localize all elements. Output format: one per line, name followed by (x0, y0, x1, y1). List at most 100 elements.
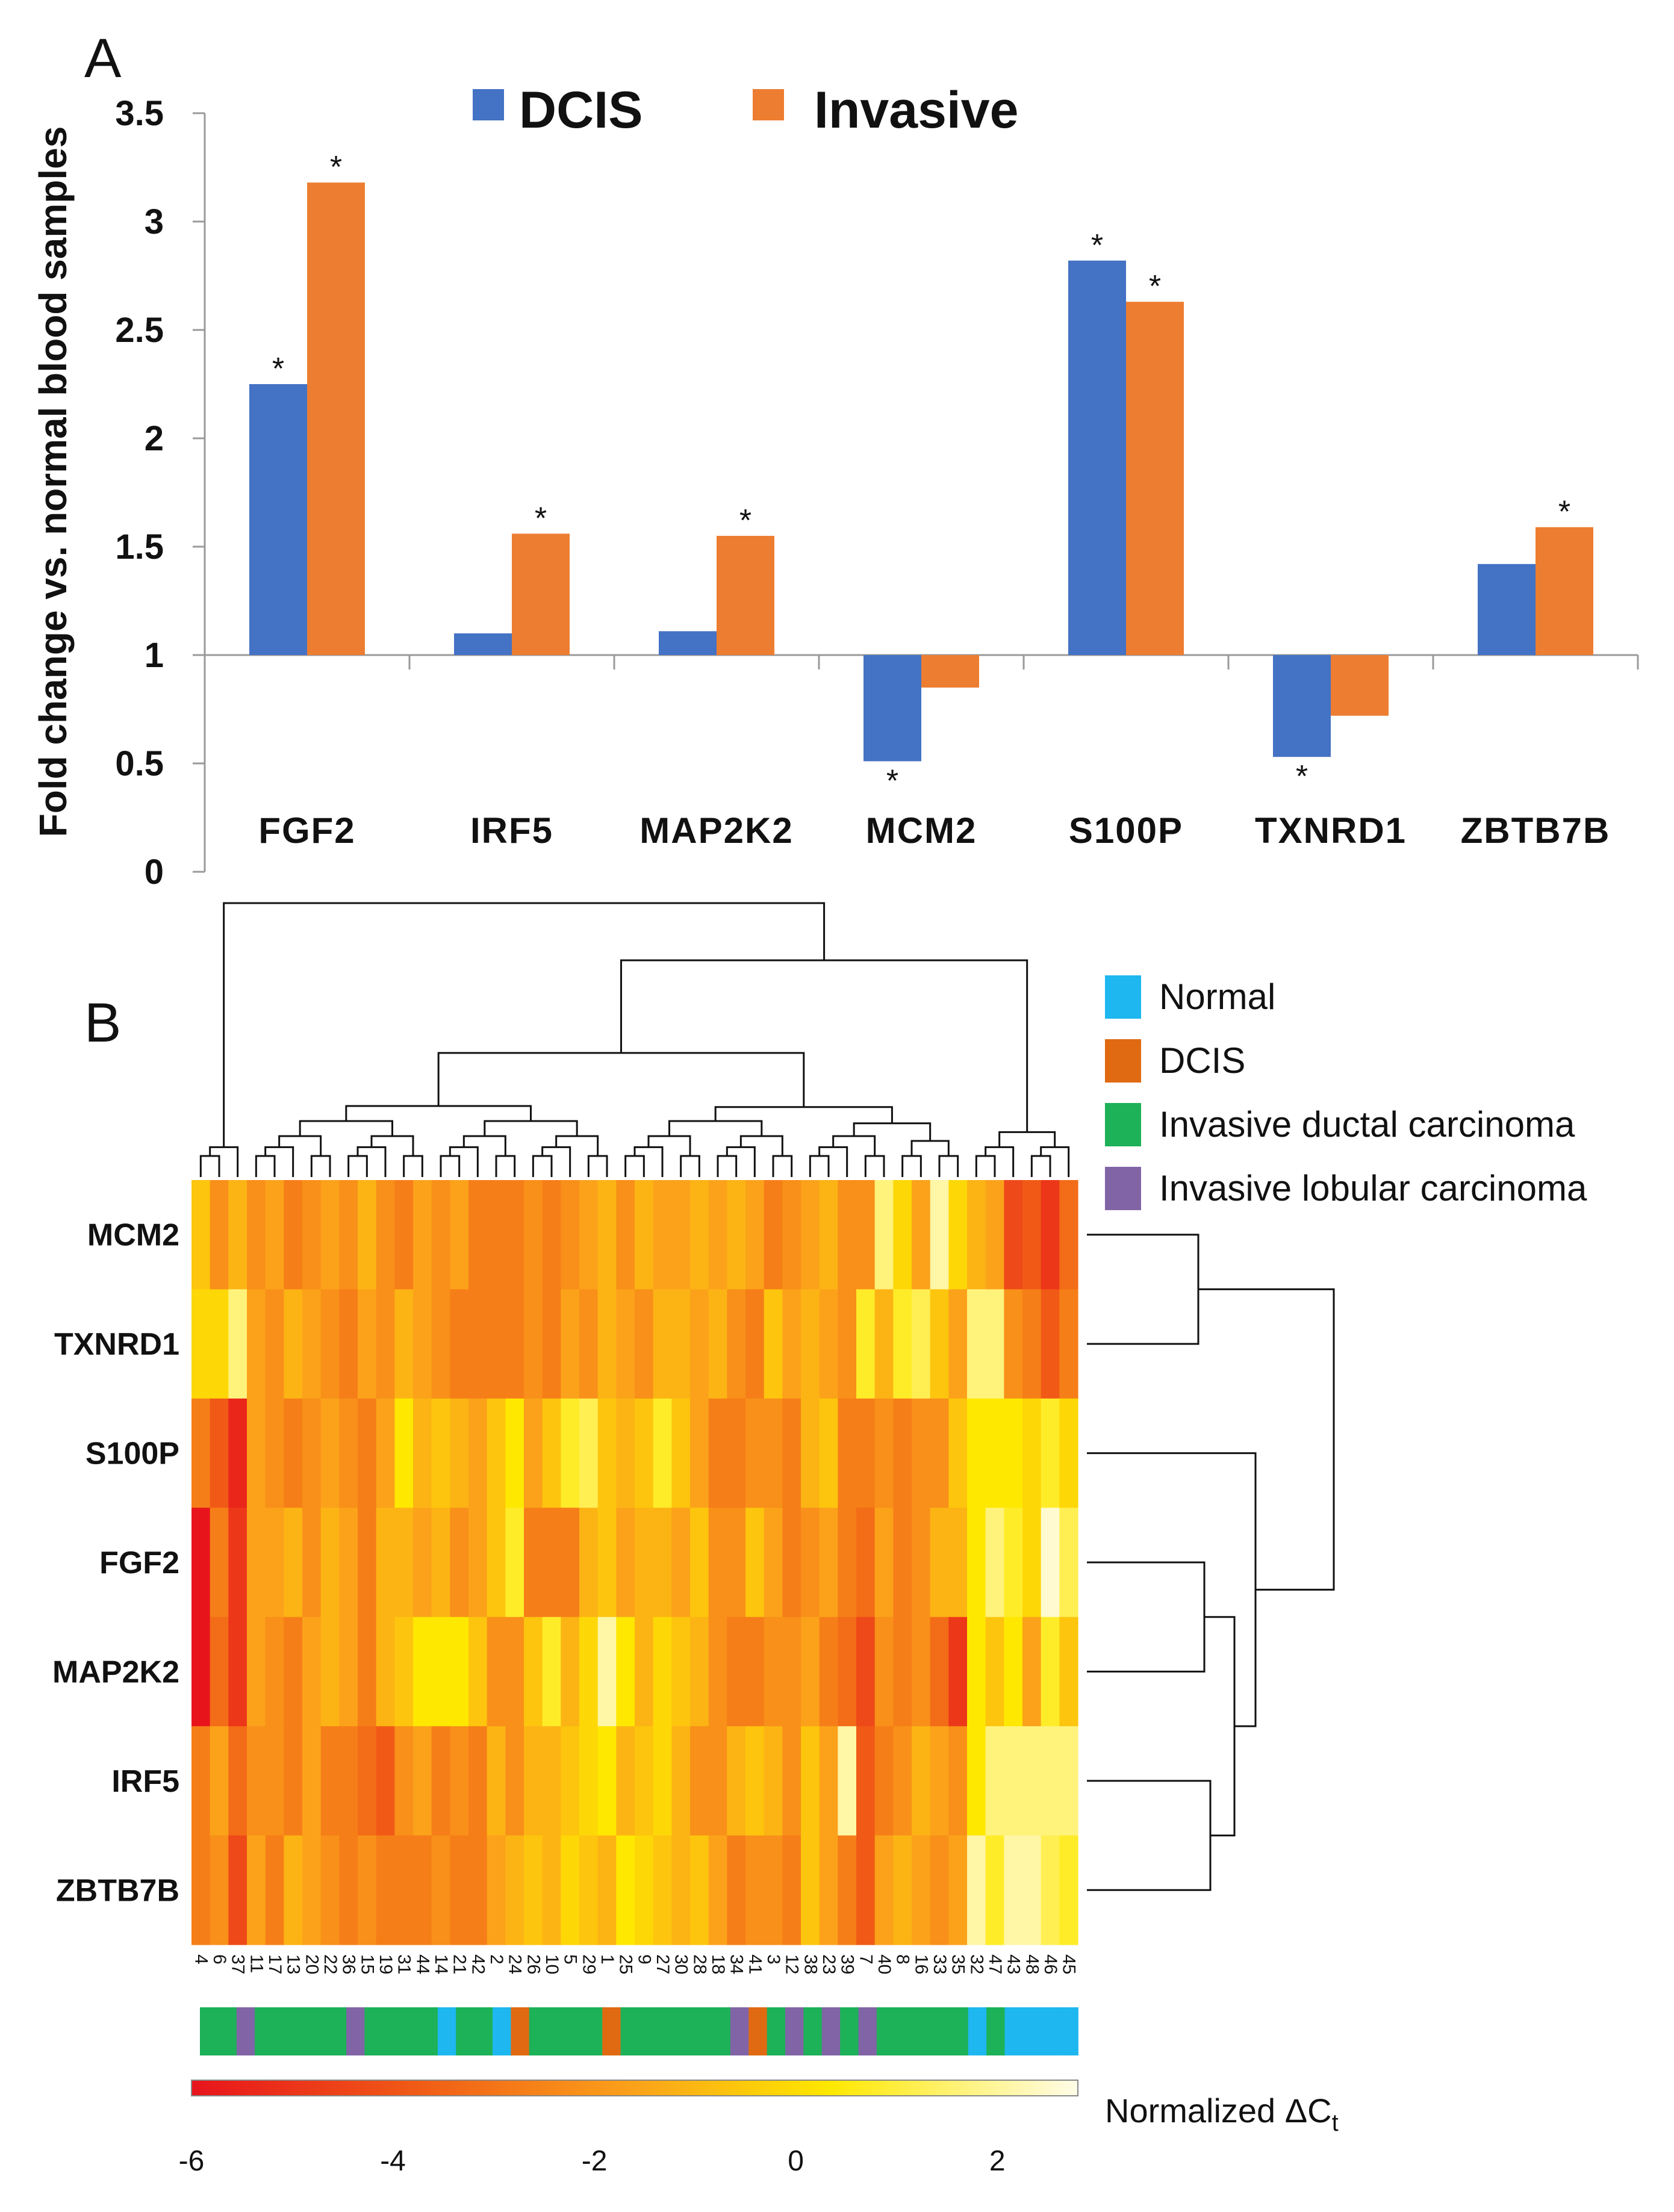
heatmap-cell (893, 1835, 912, 1945)
heatmap-column-label: 3 (764, 1954, 783, 1965)
heatmap-cell (745, 1180, 765, 1290)
heatmap-cell (265, 1835, 284, 1945)
heatmap-cell (671, 1289, 691, 1399)
heatmap-panel: BMCM2TXNRD1S100PFGF2MAP2K2IRF5ZBTB7B4637… (52, 902, 1587, 2177)
heatmap-cell (228, 1508, 247, 1618)
sample-group-cell (968, 2007, 988, 2055)
heatmap-cell (690, 1835, 709, 1945)
heatmap-cell (782, 1508, 801, 1618)
dendrogram-branch (370, 1135, 414, 1156)
heatmap-cell (653, 1398, 672, 1508)
heatmap-cell (1022, 1180, 1042, 1290)
heatmap-cell (838, 1617, 857, 1727)
sample-group-cell (328, 2007, 347, 2055)
heatmap-cell (874, 1617, 894, 1727)
heatmap-cell (468, 1289, 488, 1399)
heatmap-cell (265, 1289, 284, 1399)
heatmap-cell (819, 1508, 838, 1618)
heatmap-cell (265, 1726, 284, 1836)
heatmap-cell (912, 1180, 931, 1290)
sample-group-cell (712, 2007, 731, 2055)
y-tick-label: 1 (145, 636, 164, 675)
heatmap-column-label: 39 (838, 1954, 857, 1974)
heatmap-cell (431, 1180, 450, 1290)
heatmap-cell (542, 1726, 561, 1836)
heatmap-cell (967, 1398, 986, 1508)
heatmap-cell (838, 1508, 857, 1618)
heatmap-cell (561, 1508, 580, 1618)
sample-group-cell (1041, 2007, 1060, 2055)
row-dendrogram (1087, 1234, 1335, 1891)
heatmap-cell (450, 1726, 469, 1836)
heatmap-cell (930, 1398, 949, 1508)
heatmap-column-label: 38 (800, 1954, 820, 1974)
heatmap-cell (191, 1508, 211, 1618)
heatmap-cell (505, 1289, 524, 1399)
heatmap-cell (284, 1508, 303, 1618)
dendrogram-branch (1040, 1146, 1070, 1177)
heatmap-cell (912, 1726, 931, 1836)
heatmap-cell (948, 1289, 968, 1399)
sample-group-cell (932, 2007, 951, 2055)
sample-group-cell (529, 2007, 549, 2055)
heatmap-column-label: 31 (394, 1954, 414, 1974)
dendrogram-branch (985, 1146, 1015, 1177)
heatmap-cell (524, 1180, 543, 1290)
heatmap-cell (302, 1835, 322, 1945)
heatmap-cell (265, 1398, 284, 1508)
colorbar-tick-label: -6 (179, 2145, 205, 2177)
heatmap-cell (1022, 1835, 1042, 1945)
heatmap-cell (819, 1617, 838, 1727)
heatmap-cell (727, 1180, 746, 1290)
heatmap-cell (487, 1726, 506, 1836)
dendrogram-branch (532, 1155, 553, 1177)
heatmap-cell (1004, 1726, 1023, 1836)
sample-group-cell (840, 2007, 859, 2055)
heatmap-cell (616, 1398, 635, 1508)
heatmap-cell (394, 1289, 414, 1399)
heatmap-cell (671, 1617, 691, 1727)
sample-group-cell (583, 2007, 603, 2055)
heatmap-cell (228, 1835, 247, 1945)
heatmap-column-label: 6 (210, 1954, 229, 1965)
bar-invasive-fgf2 (307, 182, 365, 655)
heatmap-cell (1022, 1398, 1042, 1508)
heatmap-column-label: 45 (1059, 1954, 1079, 1974)
heatmap-cell (745, 1398, 765, 1508)
colorbar-tick-label: 2 (989, 2145, 1006, 2177)
heatmap-column-label: 35 (948, 1954, 968, 1974)
heatmap-cell (801, 1180, 820, 1290)
heatmap-cell (191, 1180, 211, 1290)
heatmap-cell (247, 1398, 266, 1508)
heatmap-cell (210, 1398, 229, 1508)
dendrogram-branch (717, 1155, 738, 1177)
heatmap-cell (801, 1617, 820, 1727)
heatmap-cell (339, 1289, 358, 1399)
heatmap-cell (764, 1289, 783, 1399)
heatmap-cell (265, 1617, 284, 1727)
heatmap-cell (320, 1726, 340, 1836)
dendrogram-branch (347, 1155, 368, 1177)
heatmap-cell (358, 1508, 377, 1618)
heatmap-cell (579, 1180, 599, 1290)
heatmap-column-label: 37 (228, 1954, 248, 1974)
heatmap-column-label: 1 (597, 1954, 617, 1965)
bar-invasive-map2k2 (717, 536, 774, 655)
heatmap-cell (1041, 1508, 1060, 1618)
heatmap-cell (597, 1180, 617, 1290)
bar-legend: DCIS Invasive (473, 81, 1018, 139)
heatmap-cell (1004, 1289, 1023, 1399)
heatmap-cell (284, 1180, 303, 1290)
heatmap-cell (819, 1726, 838, 1836)
sample-group-cell (346, 2007, 366, 2055)
heatmap-cell (635, 1508, 654, 1618)
heatmap-cell (339, 1726, 358, 1836)
heatmap-cell (856, 1289, 876, 1399)
heatmap-cell (505, 1835, 524, 1945)
heatmap-cell (394, 1835, 414, 1945)
dendrogram-branch (356, 1146, 387, 1177)
significance-star: * (535, 501, 547, 536)
heatmap-cell (358, 1289, 377, 1399)
heatmap-cell (431, 1289, 450, 1399)
